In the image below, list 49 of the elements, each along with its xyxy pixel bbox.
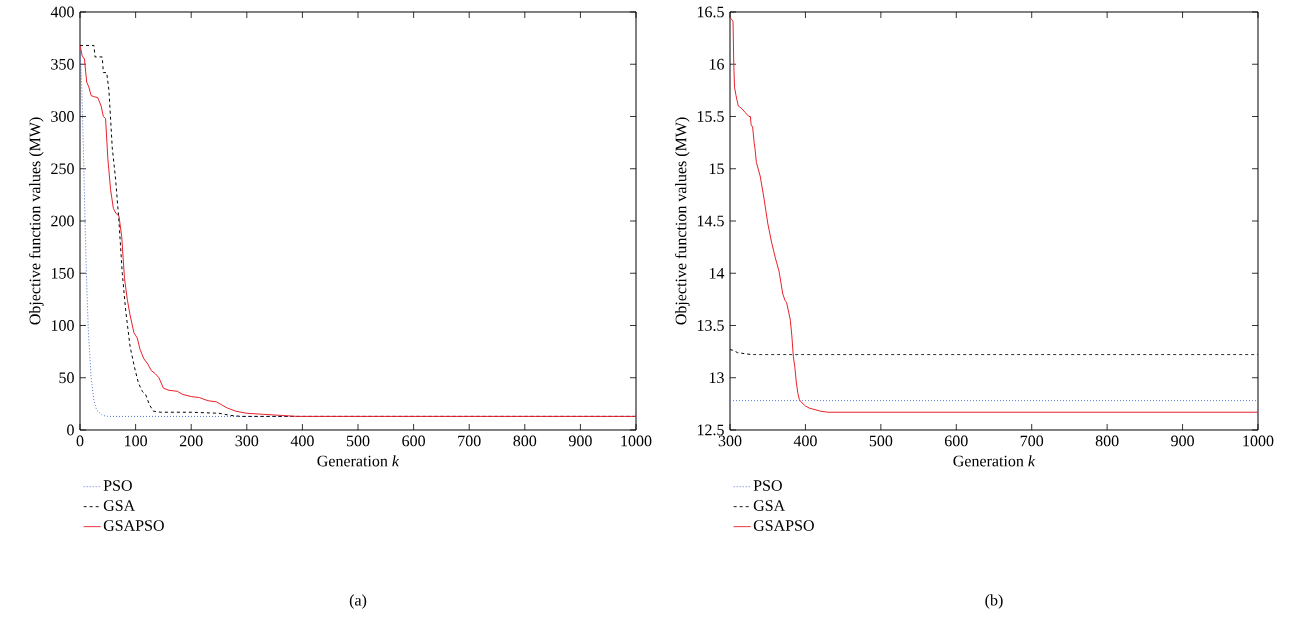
text: (a)	[349, 594, 367, 609]
x-tick-label: 400	[793, 435, 817, 447]
y-axis-title: Objective function values (MW)	[28, 117, 44, 325]
x-tick-label: 1000	[621, 435, 652, 447]
y-tick-label: 14.5	[697, 215, 724, 227]
x-tick-label: 600	[944, 435, 968, 447]
legend-label: GSA	[753, 500, 786, 511]
x-tick-label: 500	[869, 435, 893, 447]
y-tick-label: 250	[51, 163, 74, 175]
legend-label: PSO	[103, 480, 132, 491]
y-tick-label: 15.5	[697, 111, 724, 122]
text: (b)	[985, 594, 1003, 609]
x-tick-label: 800	[1095, 435, 1119, 447]
x-tick-label: 100	[125, 435, 147, 447]
legend-label: GSAPSO	[103, 520, 164, 531]
y-tick-label: 13	[709, 372, 724, 384]
x-tick-label: 400	[290, 435, 314, 447]
x-tick-label: 200	[179, 435, 203, 447]
x-tick-label: 500	[346, 435, 370, 447]
x-tick-label: 700	[458, 435, 481, 447]
x-tick-label: 900	[1171, 435, 1194, 447]
x-tick-label: 700	[1020, 435, 1044, 447]
y-tick-label: 16	[709, 58, 724, 70]
legend-label: PSO	[753, 480, 782, 491]
x-tick-label: 600	[402, 435, 425, 447]
y-tick-label: 50	[59, 372, 74, 384]
x-tick-label: 800	[513, 435, 537, 447]
legend-label: GSAPSO	[753, 520, 814, 531]
x-axis-title: Generation k	[317, 455, 400, 467]
y-tick-label: 200	[51, 215, 74, 227]
x-tick-label: 900	[568, 435, 592, 447]
y-tick-label: 0	[67, 424, 74, 436]
y-tick-label: 150	[51, 267, 74, 279]
y-tick-label: 13.5	[697, 320, 724, 331]
x-tick-label: 300	[718, 435, 742, 447]
legend-label: GSA	[103, 500, 136, 511]
x-tick-label: 300	[235, 435, 259, 447]
y-tick-label: 15	[709, 163, 724, 175]
y-tick-label: 350	[51, 58, 74, 70]
y-tick-label: 16.5	[697, 6, 724, 18]
y-tick-label: 400	[50, 6, 74, 18]
x-axis-title: Generation k	[953, 455, 1036, 467]
x-tick-label: 0	[76, 435, 84, 447]
y-tick-label: 12.5	[697, 424, 724, 436]
y-tick-label: 300	[51, 111, 74, 122]
y-axis-title: Objective function values (MW)	[674, 117, 690, 325]
y-tick-label: 100	[51, 320, 74, 331]
x-tick-label: 1000	[1243, 435, 1274, 447]
y-tick-label: 14	[709, 267, 725, 279]
